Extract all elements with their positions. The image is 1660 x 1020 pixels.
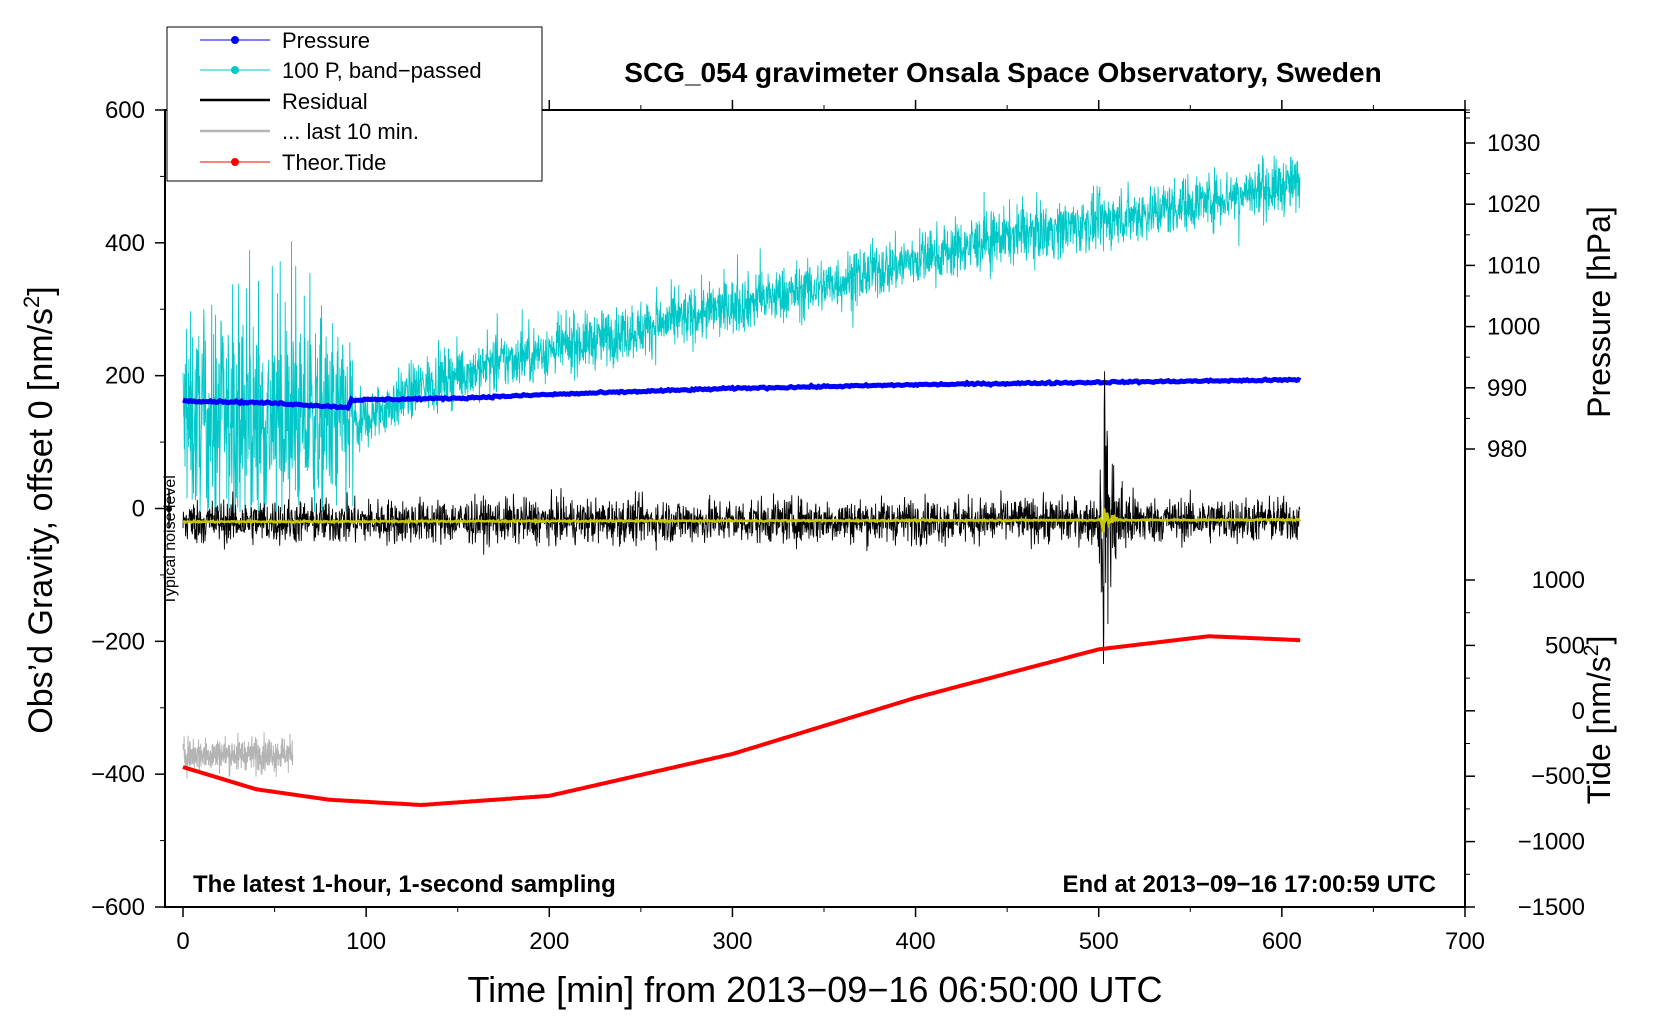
x-tick-label: 0 bbox=[176, 928, 189, 955]
pressure-tick-label: 1010 bbox=[1487, 252, 1540, 279]
pressure-tick-label: 980 bbox=[1487, 436, 1527, 463]
series-residual-line bbox=[182, 371, 1301, 665]
y-axis-ticks: 600 400 200 0 −200 −400 −600 bbox=[91, 97, 165, 921]
x-axis-label: Time [min] from 2013−09−16 06:50:00 UTC bbox=[467, 969, 1162, 1010]
y-tick-label: 600 bbox=[105, 97, 145, 124]
tide-axis-label-end: ] bbox=[1581, 636, 1617, 645]
tide-tick-label: −1500 bbox=[1518, 894, 1585, 921]
tide-tick-label: 1000 bbox=[1532, 567, 1585, 594]
pressure-tick-label: 990 bbox=[1487, 375, 1527, 402]
legend-marker-theoretical-tide bbox=[231, 158, 239, 166]
annotation-latest-hour: The latest 1-hour, 1-second sampling bbox=[193, 871, 616, 898]
series-pressure-line bbox=[182, 376, 1302, 412]
tide-tick-label: −1000 bbox=[1518, 829, 1585, 856]
legend-item-last-10-min: ... last 10 min. bbox=[200, 119, 419, 144]
tide-axis-label-main: Tide [nm/s bbox=[1581, 656, 1617, 804]
y-tick-label: −400 bbox=[91, 761, 145, 788]
pressure-axis-label: Pressure [hPa] bbox=[1581, 206, 1617, 418]
legend-label-bandpassed: 100 P, band−passed bbox=[282, 58, 482, 83]
series-bandpassed-line bbox=[182, 155, 1301, 512]
series-layer bbox=[182, 155, 1302, 808]
noise-level-dot bbox=[166, 506, 172, 512]
x-tick-label: 400 bbox=[896, 928, 936, 955]
legend-item-residual: Residual bbox=[200, 89, 368, 114]
x-tick-label: 300 bbox=[712, 928, 752, 955]
tide-tick-label: −500 bbox=[1531, 763, 1585, 790]
legend-box bbox=[166, 26, 543, 182]
pressure-tick-label: 1020 bbox=[1487, 191, 1540, 218]
pressure-tick-label: 1030 bbox=[1487, 130, 1540, 157]
series-last-10-min-line bbox=[182, 732, 294, 779]
x-tick-label: 200 bbox=[529, 928, 569, 955]
y-tick-label: −200 bbox=[91, 628, 145, 655]
noise-level-label: Typical noise level bbox=[162, 475, 179, 605]
tide-axis-label-sup: 2 bbox=[1580, 645, 1603, 657]
tide-axis-label: Tide [nm/s2] bbox=[1580, 636, 1617, 805]
tide-tick-label: 500 bbox=[1545, 632, 1585, 659]
legend-marker-bandpassed bbox=[231, 66, 239, 74]
legend-label-last-10-min: ... last 10 min. bbox=[282, 119, 419, 144]
y-axis-label-left-sup: 2 bbox=[19, 296, 44, 308]
x-tick-label: 500 bbox=[1079, 928, 1119, 955]
legend-item-pressure: Pressure bbox=[200, 28, 370, 53]
y-axis-label-left-main: Obs’d Gravity, offset 0 [nm/s bbox=[22, 308, 60, 734]
legend-marker-pressure bbox=[231, 36, 239, 44]
chart-title: SCG_054 gravimeter Onsala Space Observat… bbox=[624, 57, 1381, 88]
tide-axis-ticks: 1000 500 0 −500 −1000 −1500 bbox=[1465, 567, 1585, 921]
legend-item-bandpassed: 100 P, band−passed bbox=[200, 58, 482, 83]
legend: Pressure 100 P, band−passed Residual ...… bbox=[166, 26, 543, 182]
legend-label-pressure: Pressure bbox=[282, 28, 370, 53]
pressure-axis-ticks: 1030 1020 1010 1000 990 980 bbox=[1465, 109, 1540, 463]
y-tick-label: 0 bbox=[132, 496, 145, 523]
y-tick-label: 400 bbox=[105, 230, 145, 257]
legend-label-residual: Residual bbox=[282, 89, 368, 114]
legend-item-theoretical-tide: Theor.Tide bbox=[200, 150, 386, 175]
y-axis-label-left: Obs’d Gravity, offset 0 [nm/s2] bbox=[19, 286, 60, 733]
legend-label-theoretical-tide: Theor.Tide bbox=[282, 150, 386, 175]
x-tick-label: 100 bbox=[346, 928, 386, 955]
tide-tick-label: 0 bbox=[1572, 698, 1585, 725]
series-theoretical-tide-line bbox=[182, 634, 1301, 808]
x-tick-label: 700 bbox=[1445, 928, 1485, 955]
y-tick-label: −600 bbox=[91, 894, 145, 921]
y-tick-label: 200 bbox=[105, 363, 145, 390]
x-tick-label: 600 bbox=[1262, 928, 1302, 955]
series-residual-smoothed-line bbox=[182, 508, 1302, 533]
annotation-end-time: End at 2013−09−16 17:00:59 UTC bbox=[1062, 871, 1436, 898]
pressure-tick-label: 1000 bbox=[1487, 314, 1540, 341]
x-axis-ticks: 0 100 200 300 400 500 600 700 bbox=[176, 100, 1485, 955]
y-axis-label-left-end: ] bbox=[22, 286, 60, 295]
